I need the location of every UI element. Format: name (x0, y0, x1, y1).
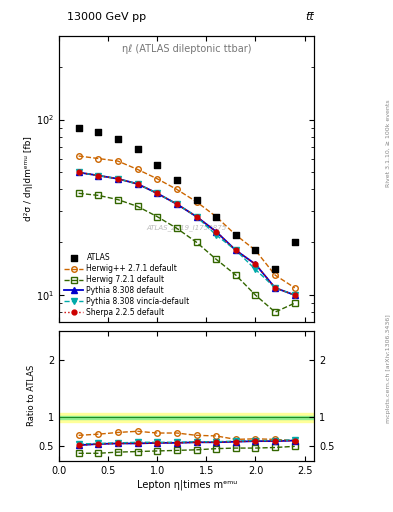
Pythia 8.308 vincía-default (155, 190, 160, 197)
Herwig++ 2.7.1 default (135, 166, 140, 173)
Pythia 8.308 default (194, 214, 199, 220)
ATLAS (272, 265, 278, 273)
X-axis label: Lepton η|times mᵉᵐᵘ: Lepton η|times mᵉᵐᵘ (136, 480, 237, 490)
Pythia 8.308 default (253, 261, 258, 267)
Line: Herwig 7.2.1 default: Herwig 7.2.1 default (76, 190, 298, 315)
Text: Rivet 3.1.10, ≥ 100k events: Rivet 3.1.10, ≥ 100k events (386, 99, 391, 187)
Sherpa 2.2.5 default (96, 173, 101, 179)
Line: Herwig++ 2.7.1 default: Herwig++ 2.7.1 default (76, 153, 298, 291)
Herwig 7.2.1 default (135, 203, 140, 209)
Herwig 7.2.1 default (96, 193, 101, 199)
Pythia 8.308 default (76, 169, 81, 176)
Sherpa 2.2.5 default (76, 169, 81, 176)
Herwig++ 2.7.1 default (116, 158, 120, 164)
Herwig++ 2.7.1 default (253, 247, 258, 253)
Sherpa 2.2.5 default (194, 214, 199, 220)
Herwig++ 2.7.1 default (96, 156, 101, 162)
ATLAS (95, 128, 101, 136)
Herwig++ 2.7.1 default (76, 153, 81, 159)
Text: ATLAS_2019_I1759875: ATLAS_2019_I1759875 (147, 224, 227, 231)
Pythia 8.308 vincía-default (174, 201, 179, 207)
Line: Pythia 8.308 default: Pythia 8.308 default (76, 169, 298, 298)
Y-axis label: d²σ / dη|dmᵉᵐᵘ [fb]: d²σ / dη|dmᵉᵐᵘ [fb] (24, 137, 33, 222)
Herwig 7.2.1 default (155, 214, 160, 220)
Bar (59, 416, 314, 419)
ATLAS (213, 212, 219, 221)
ATLAS (252, 246, 259, 254)
Pythia 8.308 vincía-default (135, 181, 140, 187)
Pythia 8.308 default (96, 173, 101, 179)
Pythia 8.308 vincía-default (214, 232, 219, 238)
Pythia 8.308 default (135, 181, 140, 187)
Legend: ATLAS, Herwig++ 2.7.1 default, Herwig 7.2.1 default, Pythia 8.308 default, Pythi: ATLAS, Herwig++ 2.7.1 default, Herwig 7.… (63, 252, 191, 318)
Line: Sherpa 2.2.5 default: Sherpa 2.2.5 default (76, 170, 297, 297)
Herwig++ 2.7.1 default (273, 272, 277, 278)
Sherpa 2.2.5 default (233, 247, 238, 253)
Pythia 8.308 vincía-default (253, 266, 258, 272)
Herwig 7.2.1 default (292, 300, 297, 306)
Pythia 8.308 vincía-default (96, 173, 101, 179)
Herwig++ 2.7.1 default (194, 199, 199, 205)
Herwig 7.2.1 default (76, 190, 81, 197)
Herwig 7.2.1 default (214, 256, 219, 262)
Herwig 7.2.1 default (273, 309, 277, 315)
Herwig 7.2.1 default (194, 239, 199, 245)
Pythia 8.308 default (273, 285, 277, 291)
Pythia 8.308 vincía-default (194, 214, 199, 220)
ATLAS (115, 135, 121, 143)
Pythia 8.308 default (116, 176, 120, 182)
Sherpa 2.2.5 default (135, 181, 140, 187)
ATLAS (193, 196, 200, 204)
ATLAS (75, 123, 82, 132)
Pythia 8.308 default (233, 247, 238, 253)
Sherpa 2.2.5 default (155, 190, 160, 197)
ATLAS (134, 145, 141, 153)
Herwig++ 2.7.1 default (292, 285, 297, 291)
Sherpa 2.2.5 default (116, 176, 120, 182)
ATLAS (233, 231, 239, 239)
ATLAS (292, 238, 298, 246)
Herwig 7.2.1 default (253, 292, 258, 298)
Pythia 8.308 vincía-default (116, 176, 120, 182)
ATLAS (174, 176, 180, 184)
Pythia 8.308 default (155, 190, 160, 197)
Herwig 7.2.1 default (116, 197, 120, 203)
ATLAS (154, 161, 160, 169)
Sherpa 2.2.5 default (214, 228, 219, 234)
Pythia 8.308 vincía-default (292, 292, 297, 298)
Sherpa 2.2.5 default (174, 201, 179, 207)
Sherpa 2.2.5 default (253, 261, 258, 267)
Y-axis label: Ratio to ATLAS: Ratio to ATLAS (27, 365, 36, 426)
Herwig++ 2.7.1 default (233, 232, 238, 238)
Text: 13000 GeV pp: 13000 GeV pp (67, 12, 146, 22)
Pythia 8.308 vincía-default (76, 169, 81, 176)
Text: tt̅: tt̅ (306, 12, 314, 22)
Sherpa 2.2.5 default (273, 285, 277, 291)
Herwig++ 2.7.1 default (214, 214, 219, 220)
Sherpa 2.2.5 default (292, 292, 297, 298)
Text: mcplots.cern.ch [arXiv:1306.3436]: mcplots.cern.ch [arXiv:1306.3436] (386, 314, 391, 423)
Bar (59, 413, 314, 422)
Pythia 8.308 default (214, 228, 219, 234)
Pythia 8.308 default (174, 201, 179, 207)
Herwig++ 2.7.1 default (155, 176, 160, 182)
Pythia 8.308 vincía-default (273, 285, 277, 291)
Pythia 8.308 default (292, 292, 297, 298)
Herwig++ 2.7.1 default (174, 186, 179, 193)
Line: Pythia 8.308 vincía-default: Pythia 8.308 vincía-default (76, 169, 298, 298)
Herwig 7.2.1 default (174, 225, 179, 231)
Text: ηℓ (ATLAS dileptonic ttbar): ηℓ (ATLAS dileptonic ttbar) (122, 45, 252, 54)
Herwig 7.2.1 default (233, 272, 238, 278)
Pythia 8.308 vincía-default (233, 247, 238, 253)
